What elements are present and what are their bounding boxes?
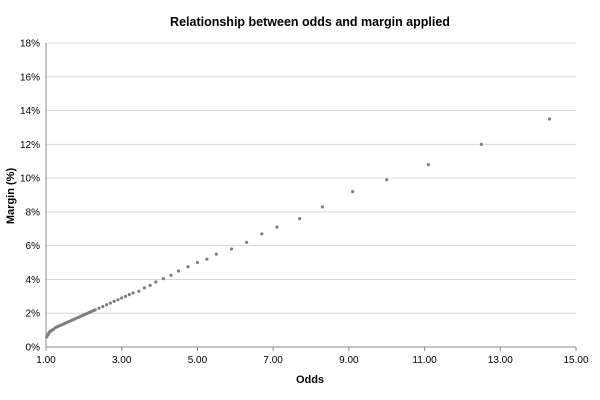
data-point (97, 306, 101, 310)
axis-layer (45, 43, 577, 351)
data-point (186, 265, 190, 269)
y-tick-label: 4% (26, 275, 41, 286)
data-point (547, 117, 552, 121)
y-tick-label: 16% (20, 72, 40, 83)
data-point (351, 190, 355, 194)
y-tick-label: 14% (20, 106, 40, 117)
x-axis-label: Odds (296, 374, 324, 386)
data-point (229, 247, 234, 251)
data-point (108, 301, 112, 305)
data-point (245, 240, 249, 244)
data-point (137, 289, 141, 293)
x-tick-label: 5.00 (188, 355, 208, 366)
data-point (142, 286, 147, 290)
y-tick-label: 10% (20, 174, 40, 185)
data-point (385, 178, 389, 182)
x-tick-label: 7.00 (263, 355, 283, 366)
x-tick-label: 15.00 (563, 355, 588, 366)
data-point (426, 163, 430, 167)
y-tick-label: 8% (26, 207, 41, 218)
y-tick-label: 0% (26, 343, 41, 354)
y-tick-label: 6% (26, 241, 41, 252)
data-point (176, 269, 181, 273)
data-point (260, 232, 264, 236)
y-tick-label: 2% (26, 309, 41, 320)
data-points (45, 117, 552, 339)
data-point (120, 296, 124, 300)
data-point (169, 273, 173, 277)
data-point (131, 291, 135, 295)
x-tick-label: 3.00 (112, 355, 132, 366)
data-point (154, 280, 158, 284)
y-axis-label: Margin (%) (5, 168, 17, 225)
data-point (123, 294, 128, 298)
data-point (205, 257, 209, 261)
data-point (127, 293, 131, 297)
data-point (116, 298, 120, 302)
data-point (195, 260, 200, 265)
data-point (101, 304, 105, 309)
chart-title: Relationship between odds and margin app… (170, 15, 450, 29)
grid-layer (46, 42, 576, 314)
tick-labels: 0% 2% 4% 6% 8% 10% 12% 14% 16% 18% 1.00 3.00 5.00 7.0… (20, 39, 589, 367)
x-tick-label: 13.00 (488, 355, 513, 366)
data-point (104, 303, 109, 307)
data-point (275, 225, 279, 229)
y-tick-label: 18% (20, 39, 40, 50)
x-tick-label: 9.00 (339, 355, 359, 366)
data-point (320, 205, 324, 209)
data-point (161, 277, 165, 281)
data-point (298, 217, 302, 221)
data-point (148, 283, 152, 287)
y-tick-label: 12% (20, 140, 40, 151)
x-tick-label: 1.00 (36, 355, 56, 366)
data-point (214, 252, 218, 256)
data-point (112, 299, 116, 303)
x-tick-label: 11.00 (412, 355, 437, 366)
data-point (93, 308, 97, 312)
data-point (479, 142, 483, 146)
